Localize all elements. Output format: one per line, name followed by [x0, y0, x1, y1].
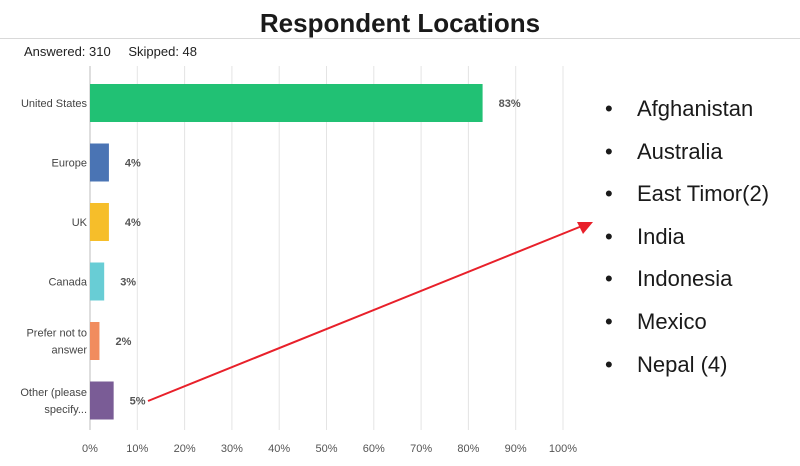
bullet-icon: •: [605, 266, 613, 292]
location-label: Mexico: [637, 308, 707, 334]
other-locations-list: • Afghanistan • Australia • East Timor(2) • Ind…: [600, 88, 769, 386]
x-tick-label: 30%: [221, 443, 243, 455]
location-label: East Timor(2): [637, 181, 770, 207]
bar: [90, 84, 483, 122]
location-item: • India: [600, 216, 769, 259]
category-label: Prefer not to answer: [26, 328, 87, 357]
location-item: • Mexico: [600, 301, 769, 344]
x-tick-label: 20%: [174, 443, 196, 455]
bullet-icon: •: [605, 223, 613, 249]
x-tick-label: 40%: [268, 443, 290, 455]
category-label: UK: [72, 217, 88, 229]
location-label: Australia: [637, 138, 723, 164]
data-label: 83%: [499, 98, 521, 110]
location-label: Indonesia: [637, 266, 733, 292]
location-item: • East Timor(2): [600, 173, 769, 216]
response-stats: Answered: 310 Skipped: 48: [24, 44, 197, 59]
category-label: Europe: [52, 158, 87, 170]
location-label: Nepal (4): [637, 351, 728, 377]
x-tick-label: 90%: [505, 443, 527, 455]
x-tick-label: 80%: [457, 443, 479, 455]
title-divider: [0, 38, 800, 39]
category-label: Canada: [48, 277, 87, 289]
annotation-arrowhead: [577, 222, 593, 234]
data-label: 4%: [125, 217, 141, 229]
slide-title: Respondent Locations: [259, 8, 541, 38]
data-label: 4%: [125, 158, 141, 170]
bullet-icon: •: [605, 308, 613, 334]
bar: [90, 203, 109, 241]
location-label: Afghanistan: [637, 96, 754, 121]
annotation-arrow-line: [147, 225, 583, 402]
x-tick-label: 60%: [363, 443, 385, 455]
x-tick-label: 10%: [126, 443, 148, 455]
bar: [90, 262, 105, 301]
location-item: • Nepal (4): [600, 344, 769, 387]
category-label: Other (please specify...: [20, 387, 87, 416]
x-tick-label: 70%: [410, 443, 432, 455]
bar: [90, 381, 114, 420]
bullet-icon: •: [605, 181, 613, 207]
bullet-icon: •: [605, 96, 613, 121]
x-tick-label: 50%: [315, 443, 337, 455]
data-label: 3%: [120, 277, 136, 289]
data-label: 5%: [130, 396, 146, 408]
bullet-icon: •: [605, 351, 613, 377]
location-label: India: [637, 223, 685, 249]
location-item: • Indonesia: [600, 258, 769, 301]
bar: [90, 322, 100, 360]
x-tick-label: 0%: [82, 443, 98, 455]
answered-count: Answered: 310: [24, 44, 111, 59]
data-label: 2%: [115, 336, 131, 348]
bullet-icon: •: [605, 138, 613, 164]
skipped-count: Skipped: 48: [128, 44, 198, 59]
location-item: • Afghanistan: [600, 88, 769, 131]
x-tick-label: 100%: [549, 443, 577, 455]
category-label: United States: [21, 98, 88, 110]
bar: [90, 143, 109, 182]
location-item: • Australia: [600, 131, 769, 174]
